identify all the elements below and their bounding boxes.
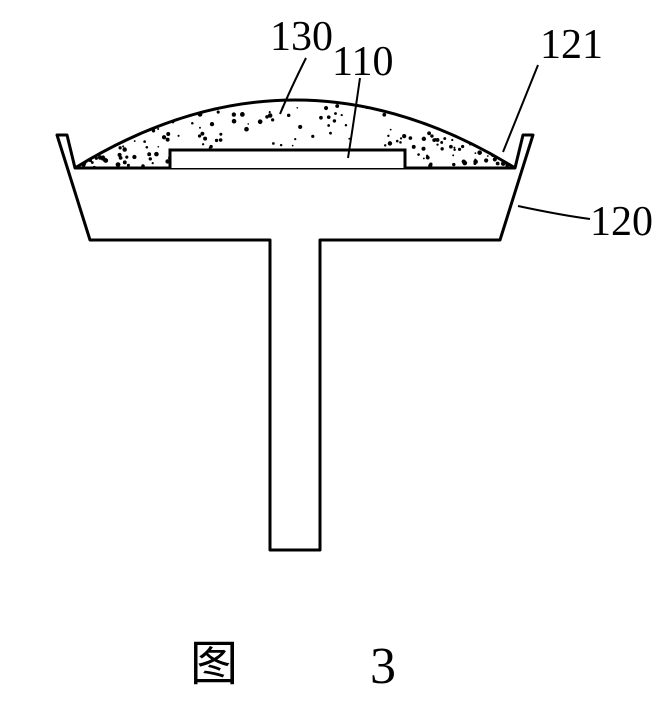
label-121: 121 (540, 22, 603, 68)
label-130: 130 (270, 14, 333, 60)
label-120: 120 (590, 199, 653, 245)
chip-rect (170, 150, 405, 168)
diagram-figure: 130 110 121 120 图 3 (0, 0, 665, 706)
figure-caption: 图 3 (190, 638, 396, 695)
caption-cjk: 图 (190, 638, 238, 691)
caption-number: 3 (370, 638, 396, 695)
label-110: 110 (332, 39, 393, 85)
reference-labels: 130 110 121 120 (270, 14, 653, 245)
